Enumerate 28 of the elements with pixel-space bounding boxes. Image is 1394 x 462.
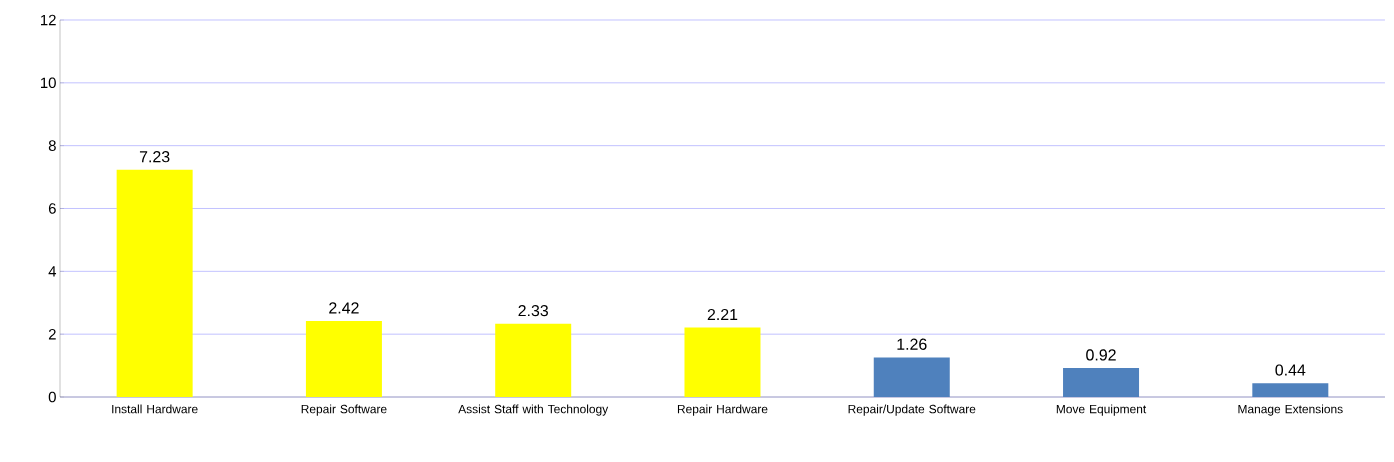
bar [873, 357, 950, 397]
data-label: 0.92 [1086, 349, 1116, 361]
y-tick-label: 2 [48, 328, 56, 340]
data-label: 1.26 [897, 338, 927, 350]
x-tick-label: Repair/Update Software [848, 404, 976, 416]
x-tick-label: Move Equipment [1056, 404, 1147, 416]
x-tick-label: Assist Staff with Technology [458, 404, 609, 416]
data-label: 2.33 [518, 305, 548, 317]
data-label: 2.42 [329, 302, 359, 314]
x-tick-label: Repair Software [301, 404, 387, 416]
y-tick-label: 4 [48, 266, 57, 277]
y-tick-label: 8 [48, 140, 56, 151]
y-tick-label: 0 [48, 391, 56, 403]
bar [684, 327, 761, 397]
bar [1063, 368, 1140, 397]
x-tick-label: Install Hardware [112, 404, 198, 414]
y-tick-label: 6 [48, 203, 56, 214]
bar [305, 320, 382, 397]
data-label: 2.21 [707, 308, 738, 321]
bar [1252, 383, 1329, 397]
bar [116, 169, 193, 397]
x-tick-label: Repair Hardware [677, 404, 768, 416]
bar [495, 323, 572, 397]
data-label: 7.23 [139, 151, 170, 163]
y-tick-label: 12 [41, 14, 56, 26]
y-tick-label: 10 [41, 77, 56, 89]
x-tick-label: Manage Extensions [1238, 404, 1343, 416]
data-label: 0.44 [1275, 364, 1306, 376]
